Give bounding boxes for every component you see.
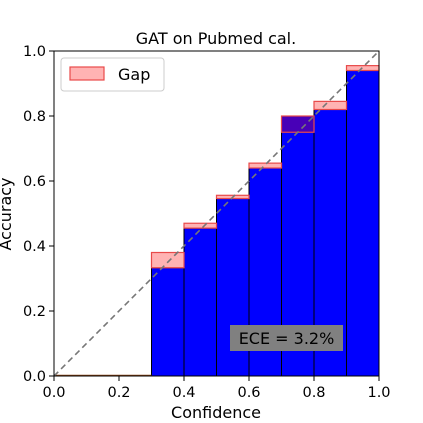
x-axis: 0.0 0.2 0.4 0.6 0.8 1.0 <box>42 376 391 401</box>
bar-bin-4 <box>183 227 217 377</box>
gap-bin-8 <box>313 100 348 111</box>
y-axis: 0.0 0.2 0.4 0.6 0.8 1.0 <box>23 44 54 385</box>
legend: Gap <box>60 57 165 92</box>
x-tick-label: 0.8 <box>302 385 325 401</box>
y-axis-label: Accuracy <box>0 177 15 250</box>
y-tick-label: 0.2 <box>23 304 46 320</box>
y-tick-label: 1.0 <box>23 44 46 60</box>
ece-annotation: ECE = 3.2% <box>230 325 343 351</box>
x-tick-label: 0.6 <box>237 385 260 401</box>
x-tick-label: 0.0 <box>42 385 65 401</box>
ece-annotation-box <box>230 325 343 351</box>
y-tick-label: 0.6 <box>23 174 46 190</box>
x-tick-label: 1.0 <box>367 385 390 401</box>
legend-label-gap: Gap <box>118 65 150 84</box>
gap-bin-6 <box>248 162 283 169</box>
chart-title: GAT on Pubmed cal. <box>136 29 296 48</box>
gap-bin-7 <box>280 115 315 133</box>
bar-bin-9 <box>346 70 380 377</box>
legend-swatch-gap <box>69 66 105 81</box>
ece-annotation-text: ECE = 3.2% <box>239 329 335 348</box>
x-tick-label: 0.2 <box>107 385 130 401</box>
perfect-calibration-line <box>53 50 380 377</box>
y-tick-label: 0.4 <box>23 239 46 255</box>
x-tick-label: 0.4 <box>172 385 195 401</box>
bar-bin-3 <box>151 267 185 377</box>
plot-frame <box>53 50 380 377</box>
y-tick-label: 0.0 <box>23 369 46 385</box>
gap-bin-9 <box>345 65 380 72</box>
gap-bin-3 <box>150 251 185 269</box>
legend-box <box>60 57 165 92</box>
x-axis-label: Confidence <box>171 403 261 422</box>
y-tick-label: 0.8 <box>23 109 46 125</box>
gap-bin-4 <box>183 222 218 229</box>
